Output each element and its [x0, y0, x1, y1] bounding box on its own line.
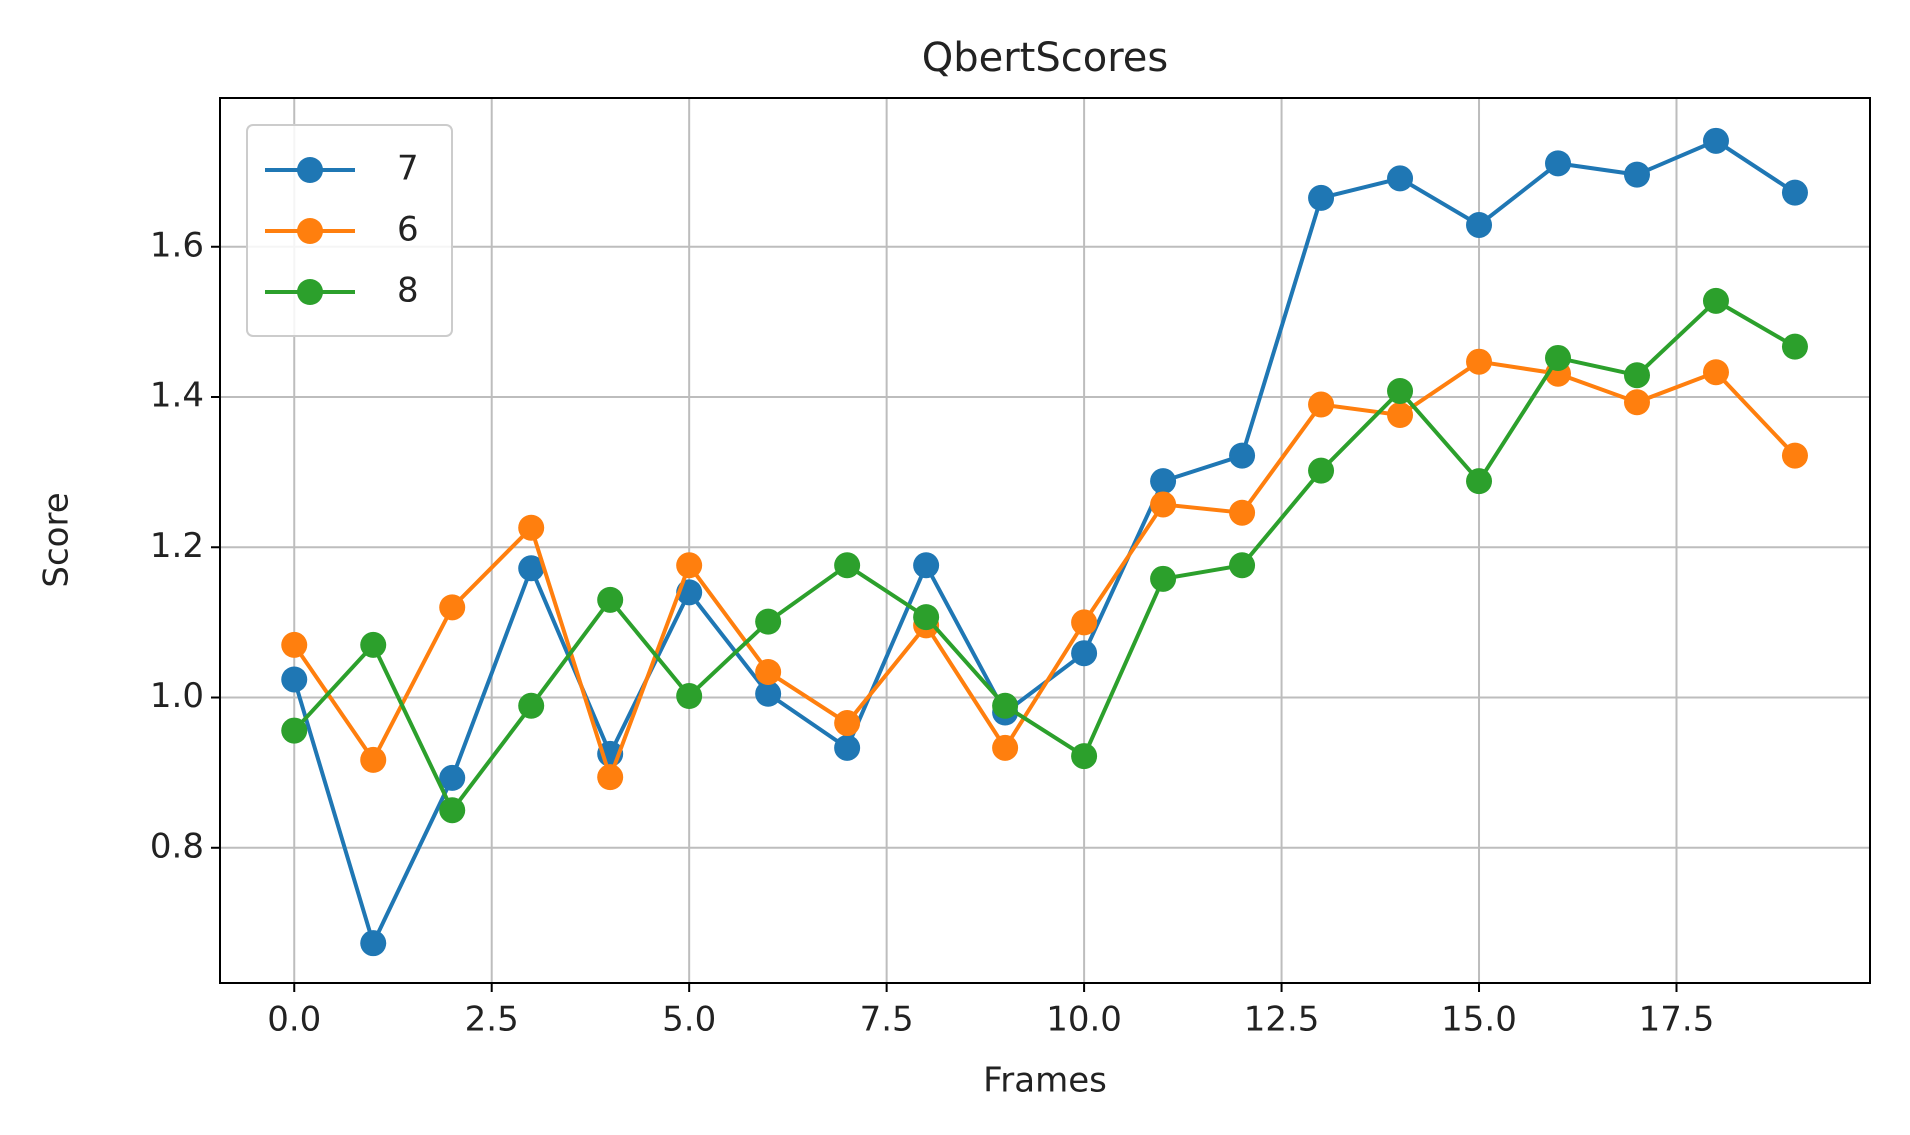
- data-point: [1308, 391, 1335, 418]
- data-point: [1623, 362, 1650, 389]
- data-point: [1545, 344, 1572, 371]
- data-point: [834, 710, 861, 737]
- data-point: [1229, 442, 1256, 469]
- data-point: [1308, 184, 1335, 211]
- data-point: [1466, 468, 1493, 495]
- data-point: [518, 555, 545, 582]
- data-point: [439, 594, 466, 621]
- data-point: [360, 631, 387, 658]
- chart-title: QbertScores: [922, 35, 1168, 81]
- x-tick-label: 5.0: [662, 1000, 716, 1040]
- data-point: [1229, 499, 1256, 526]
- data-point: [281, 666, 308, 693]
- data-point: [1150, 565, 1177, 592]
- data-point: [518, 692, 545, 719]
- data-point: [360, 930, 387, 957]
- legend-label: 7: [397, 149, 419, 189]
- data-point: [1150, 491, 1177, 518]
- data-point: [992, 734, 1019, 761]
- data-point: [1781, 442, 1808, 469]
- data-point: [281, 631, 308, 658]
- x-tick-label: 7.5: [860, 1000, 914, 1040]
- data-point: [676, 683, 703, 710]
- x-tick-label: 0.0: [267, 1000, 321, 1040]
- x-tick-label: 17.5: [1639, 1000, 1715, 1040]
- data-point: [1466, 348, 1493, 375]
- data-point: [1466, 211, 1493, 238]
- legend-label: 8: [397, 271, 419, 311]
- y-tick-label: 1.4: [150, 376, 204, 416]
- data-point: [1623, 161, 1650, 188]
- data-point: [597, 586, 624, 613]
- data-point: [1071, 743, 1098, 770]
- legend-label: 6: [397, 210, 419, 250]
- data-point: [1623, 389, 1650, 416]
- data-point: [1702, 287, 1729, 314]
- data-point: [1308, 457, 1335, 484]
- x-tick-label: 10.0: [1046, 1000, 1122, 1040]
- data-point: [1387, 402, 1414, 429]
- x-tick-label: 2.5: [465, 1000, 519, 1040]
- x-tick-label: 12.5: [1244, 1000, 1320, 1040]
- data-point: [439, 764, 466, 791]
- data-point: [597, 764, 624, 791]
- data-point: [913, 604, 940, 631]
- data-point: [360, 746, 387, 773]
- y-tick-label: 1.6: [150, 225, 204, 265]
- data-point: [834, 552, 861, 579]
- data-point: [755, 658, 782, 685]
- plot-frame: [219, 97, 1871, 984]
- data-point: [992, 692, 1019, 719]
- data-point: [281, 717, 308, 744]
- y-tick-label: 1.0: [150, 676, 204, 716]
- y-tick-label: 1.2: [150, 526, 204, 566]
- data-point: [1702, 359, 1729, 386]
- legend-marker: [297, 218, 323, 244]
- legend-marker: [297, 279, 323, 305]
- data-point: [1781, 333, 1808, 360]
- x-axis-label: Frames: [983, 1061, 1107, 1101]
- series-line: [292, 359, 1797, 784]
- data-point: [1229, 552, 1256, 579]
- data-point: [518, 514, 545, 541]
- data-point: [1545, 150, 1572, 177]
- data-point: [755, 608, 782, 635]
- legend-marker: [297, 157, 323, 183]
- series-line: [292, 298, 1796, 815]
- data-point: [1387, 377, 1414, 404]
- data-point: [834, 734, 861, 761]
- data-point: [1387, 165, 1414, 192]
- data-point: [1150, 468, 1177, 495]
- data-point: [1071, 640, 1098, 667]
- data-point: [1781, 179, 1808, 206]
- data-point: [1071, 609, 1098, 636]
- data-point: [439, 797, 466, 824]
- y-tick-label: 0.8: [150, 826, 204, 866]
- x-tick-label: 15.0: [1441, 1000, 1517, 1040]
- y-axis-label: Score: [37, 492, 77, 587]
- data-point: [1702, 127, 1729, 154]
- data-point: [913, 552, 940, 579]
- data-point: [755, 680, 782, 707]
- data-point: [676, 552, 703, 579]
